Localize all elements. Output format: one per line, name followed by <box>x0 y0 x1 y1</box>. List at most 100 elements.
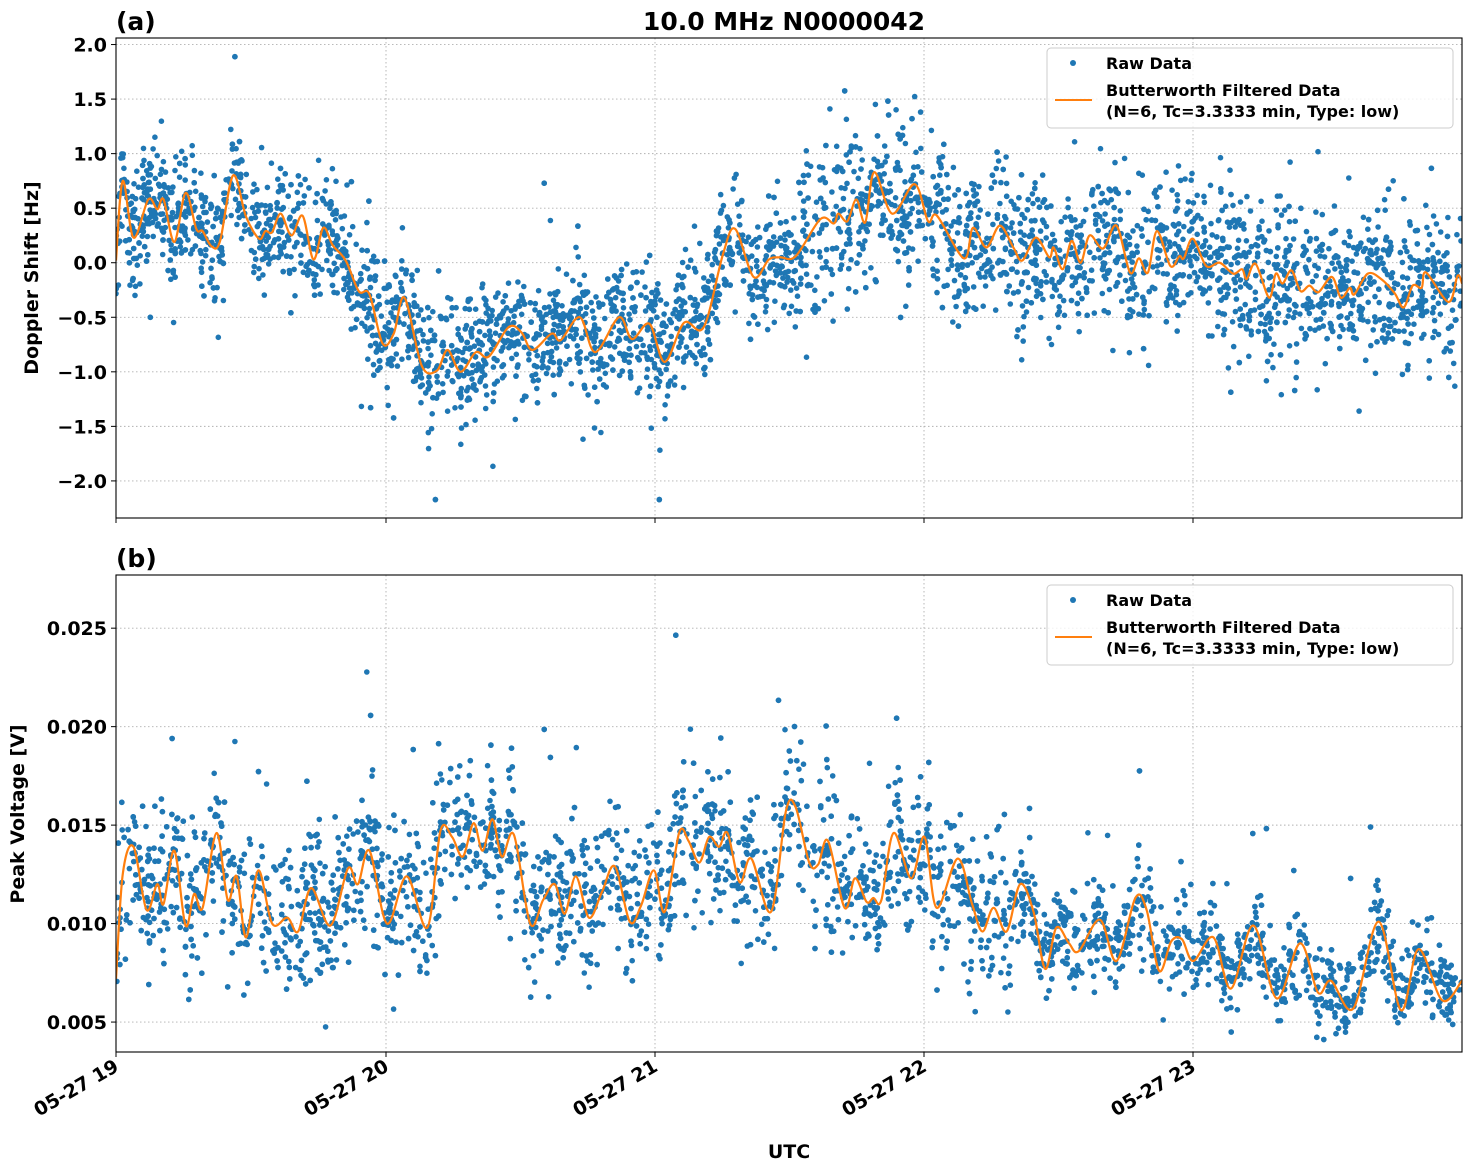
raw-data-point <box>542 319 548 326</box>
raw-data-point <box>288 181 294 188</box>
raw-data-point <box>166 237 172 244</box>
raw-data-point <box>892 202 898 209</box>
raw-data-point <box>644 366 651 373</box>
raw-data-point <box>329 271 335 278</box>
raw-data-point <box>674 355 681 361</box>
raw-data-point <box>448 342 455 349</box>
raw-data-point <box>378 313 385 319</box>
raw-data-point <box>605 276 611 282</box>
raw-data-point <box>567 309 574 316</box>
raw-data-point <box>1172 208 1179 214</box>
raw-data-point <box>1430 213 1437 219</box>
raw-data-point <box>840 206 847 213</box>
raw-data-point <box>1319 211 1326 218</box>
raw-data-point <box>944 171 950 178</box>
raw-data-point <box>1376 299 1382 306</box>
raw-data-point <box>1209 272 1215 279</box>
raw-data-point <box>716 241 723 247</box>
raw-data-point <box>1256 304 1263 311</box>
raw-data-point <box>1388 323 1394 330</box>
raw-data-point <box>189 152 196 159</box>
raw-data-point <box>1200 242 1207 249</box>
raw-data-point <box>873 278 879 285</box>
raw-data-point <box>904 220 910 227</box>
raw-data-point <box>342 248 349 255</box>
raw-data-point <box>1401 238 1408 244</box>
raw-data-point <box>479 364 486 370</box>
raw-data-point <box>964 262 971 268</box>
raw-data-point <box>1023 298 1030 305</box>
raw-data-point <box>158 211 164 217</box>
raw-data-point <box>1173 291 1180 298</box>
raw-data-point <box>377 364 383 371</box>
raw-data-point <box>796 179 802 186</box>
raw-data-point <box>442 357 448 364</box>
raw-data-point <box>557 313 564 320</box>
raw-data-point <box>1069 274 1075 280</box>
raw-data-point <box>374 347 381 354</box>
raw-data-point <box>329 282 336 289</box>
raw-data-point <box>221 190 227 196</box>
raw-data-point <box>971 181 977 188</box>
raw-data-point <box>204 219 211 225</box>
raw-data-point <box>616 350 623 357</box>
raw-data-point <box>1404 248 1410 255</box>
raw-data-point <box>1385 186 1392 192</box>
raw-data-point <box>607 340 613 347</box>
raw-data-point <box>288 253 294 260</box>
raw-data-point <box>1355 291 1362 298</box>
raw-data-point <box>1000 258 1006 265</box>
raw-data-point <box>137 253 143 259</box>
raw-data-point <box>144 233 151 240</box>
raw-data-point <box>1124 288 1131 294</box>
raw-data-point <box>892 195 899 201</box>
raw-data-point <box>803 354 810 361</box>
raw-data-point <box>547 217 554 224</box>
raw-data-point <box>367 342 374 349</box>
raw-data-point <box>746 290 753 297</box>
raw-data-point <box>862 238 868 244</box>
raw-data-point <box>1314 387 1320 393</box>
raw-data-point <box>692 296 698 303</box>
raw-data-point <box>1077 244 1083 250</box>
raw-data-point <box>1338 278 1344 285</box>
raw-data-point <box>962 308 969 315</box>
raw-data-point <box>1201 224 1207 231</box>
raw-data-point <box>646 303 652 310</box>
raw-data-point <box>953 303 959 310</box>
raw-data-point <box>469 334 475 340</box>
raw-data-point <box>1200 291 1206 297</box>
raw-data-point <box>409 272 415 278</box>
raw-data-point <box>198 265 204 272</box>
raw-data-point <box>1400 314 1407 320</box>
raw-data-point <box>1423 202 1429 209</box>
raw-data-point <box>1214 248 1220 255</box>
raw-data-point <box>319 195 326 202</box>
raw-data-point <box>1170 253 1177 260</box>
raw-data-point <box>420 338 427 344</box>
raw-data-point <box>298 260 304 266</box>
raw-data-point <box>432 496 439 503</box>
raw-data-point <box>712 304 719 311</box>
raw-data-point <box>1273 253 1280 260</box>
raw-data-point <box>444 408 451 415</box>
raw-data-point <box>1278 212 1285 218</box>
raw-data-point <box>764 326 771 333</box>
raw-data-point <box>640 342 646 349</box>
raw-data-point <box>957 272 964 278</box>
raw-data-point <box>985 211 991 217</box>
raw-data-point <box>381 331 387 337</box>
raw-data-point <box>1029 227 1035 233</box>
raw-data-point <box>285 193 292 199</box>
raw-data-point <box>1401 328 1407 334</box>
raw-data-point <box>1056 247 1063 253</box>
raw-data-point <box>590 367 596 373</box>
raw-data-point <box>399 356 405 363</box>
raw-data-point <box>1307 325 1313 332</box>
raw-data-point <box>403 270 409 277</box>
raw-data-point <box>898 231 905 238</box>
raw-data-point <box>191 167 198 174</box>
raw-data-point <box>390 415 397 421</box>
raw-data-point <box>1187 258 1193 264</box>
raw-data-point <box>620 297 626 304</box>
